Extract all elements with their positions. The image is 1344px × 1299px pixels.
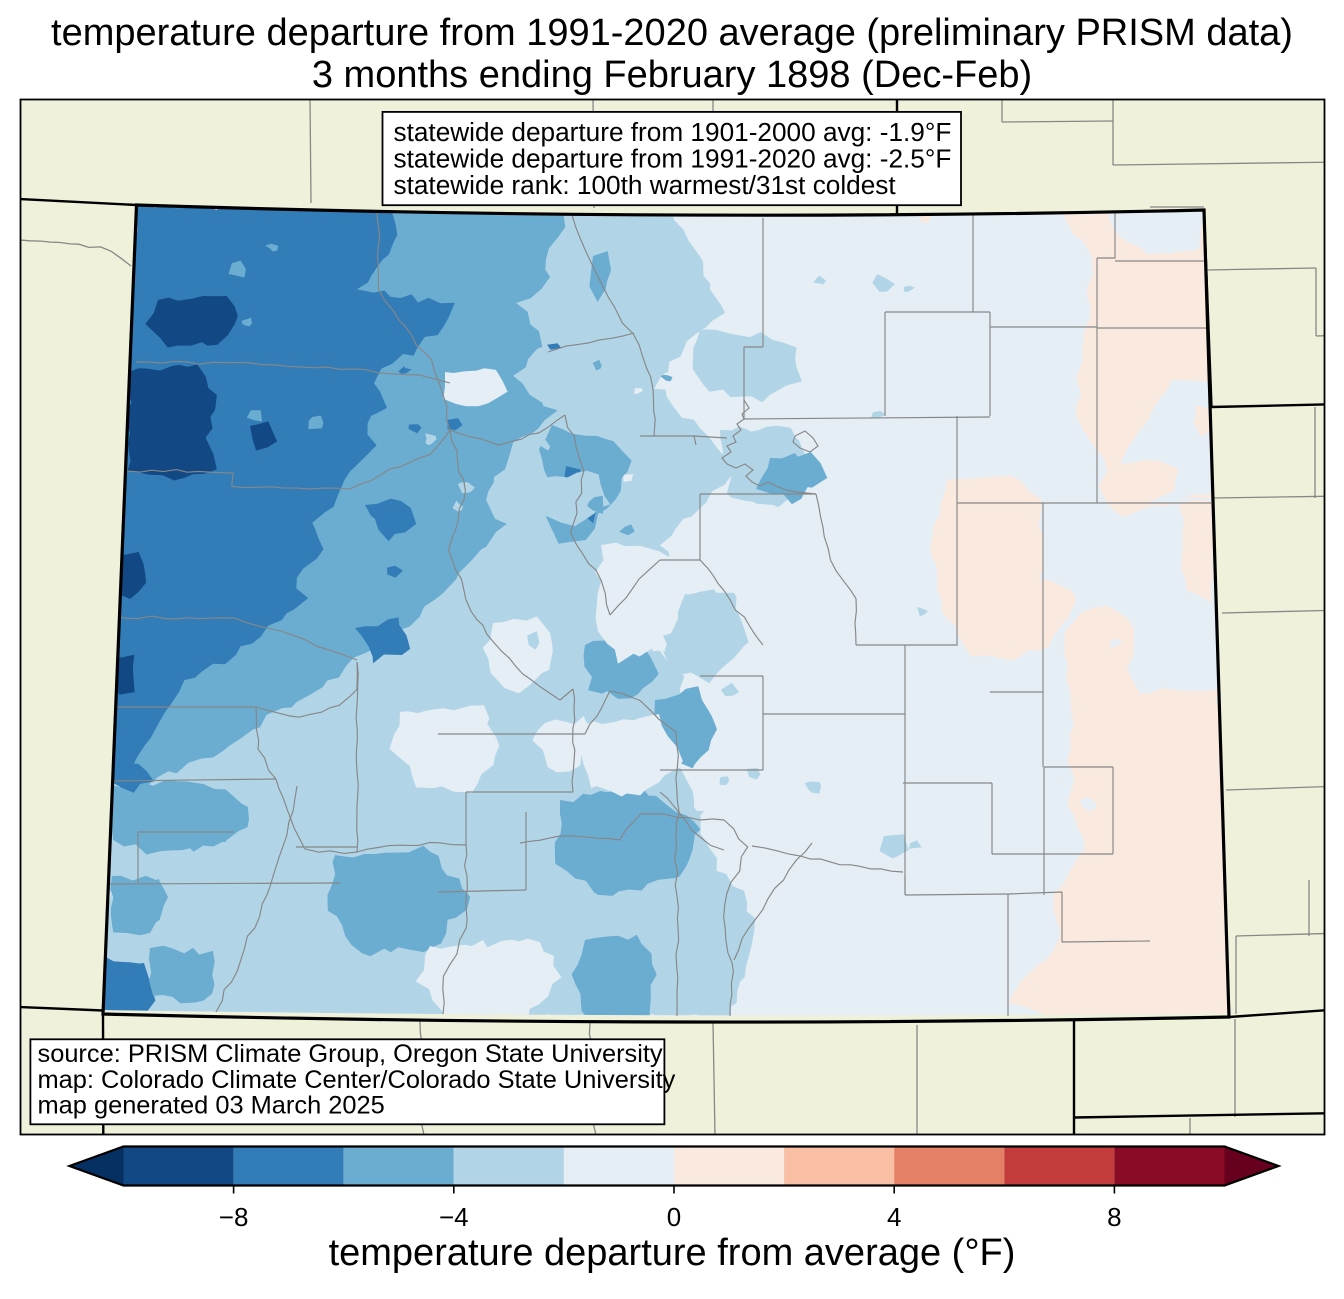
svg-text:−4: −4 [439,1202,469,1232]
svg-text:source: PRISM Climate Group, O: source: PRISM Climate Group, Oregon Stat… [38,1040,663,1068]
svg-text:temperature departure from 199: temperature departure from 1991-2020 ave… [51,12,1293,54]
svg-text:statewide rank: 100th warmest/: statewide rank: 100th warmest/31st colde… [394,170,897,200]
svg-text:temperature departure from ave: temperature departure from average (°F) [329,1232,1016,1274]
svg-text:map generated 03 March 2025: map generated 03 March 2025 [38,1092,385,1120]
svg-text:8: 8 [1107,1202,1121,1232]
svg-text:−8: −8 [219,1202,249,1232]
svg-text:map: Colorado Climate Center/C: map: Colorado Climate Center/Colorado St… [38,1066,676,1094]
svg-text:statewide departure from 1991-: statewide departure from 1991-2020 avg: … [394,143,952,173]
svg-text:4: 4 [887,1202,901,1232]
svg-text:statewide departure from 1901-: statewide departure from 1901-2000 avg: … [394,117,952,147]
svg-text:0: 0 [667,1202,681,1232]
svg-text:3 months ending February 1898: 3 months ending February 1898 (Dec-Feb) [312,54,1032,96]
